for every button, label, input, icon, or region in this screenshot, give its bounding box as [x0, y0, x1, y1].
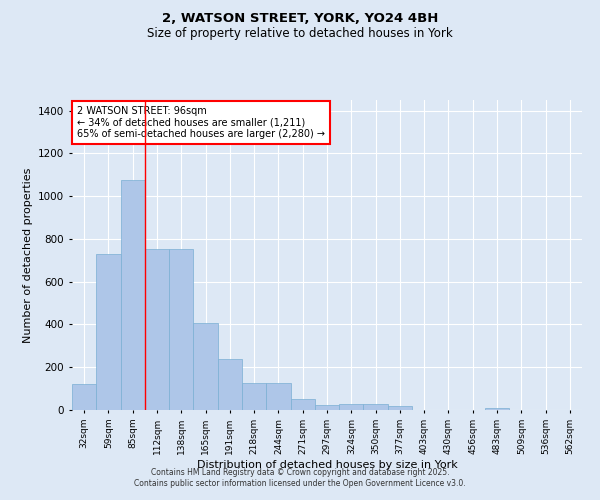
Text: 2, WATSON STREET, YORK, YO24 4BH: 2, WATSON STREET, YORK, YO24 4BH	[162, 12, 438, 26]
Bar	[364, 404, 388, 410]
Bar	[485, 408, 509, 410]
Bar	[388, 406, 412, 410]
Text: 2 WATSON STREET: 96sqm
← 34% of detached houses are smaller (1,211)
65% of semi-: 2 WATSON STREET: 96sqm ← 34% of detached…	[77, 106, 325, 140]
Bar	[339, 404, 364, 410]
Bar	[72, 384, 96, 410]
Bar	[96, 254, 121, 410]
Bar	[266, 384, 290, 410]
Bar	[218, 358, 242, 410]
Bar	[242, 384, 266, 410]
Bar	[193, 324, 218, 410]
Text: Size of property relative to detached houses in York: Size of property relative to detached ho…	[147, 28, 453, 40]
X-axis label: Distribution of detached houses by size in York: Distribution of detached houses by size …	[197, 460, 457, 469]
Y-axis label: Number of detached properties: Number of detached properties	[23, 168, 32, 342]
Bar	[290, 400, 315, 410]
Bar	[121, 180, 145, 410]
Text: Contains HM Land Registry data © Crown copyright and database right 2025.
Contai: Contains HM Land Registry data © Crown c…	[134, 468, 466, 487]
Bar	[169, 248, 193, 410]
Bar	[315, 404, 339, 410]
Bar	[145, 248, 169, 410]
